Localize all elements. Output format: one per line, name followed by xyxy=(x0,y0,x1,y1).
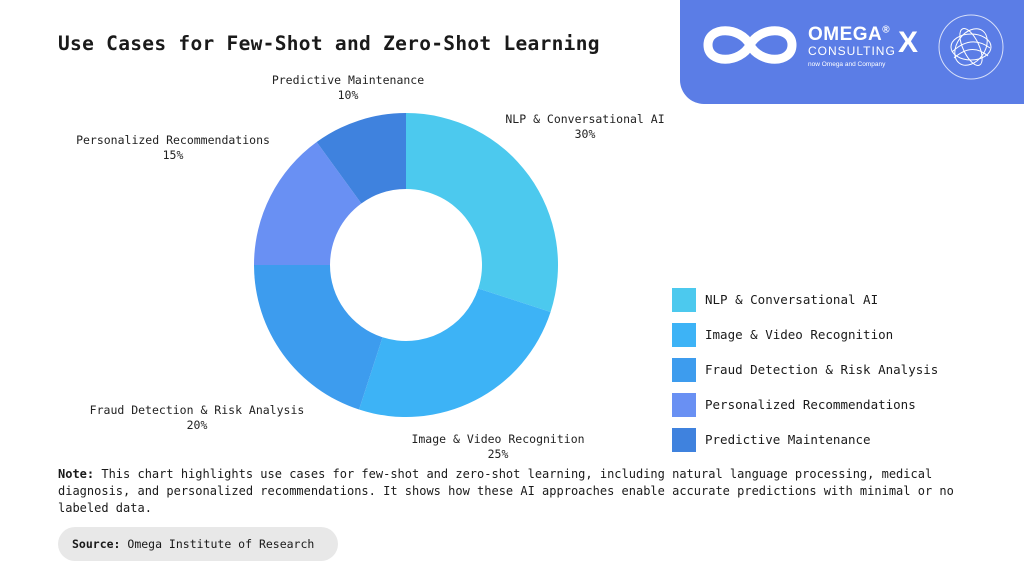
legend-swatch xyxy=(672,358,696,382)
legend-label: Predictive Maintenance xyxy=(705,432,871,447)
slice-label-1: NLP & Conversational AI xyxy=(505,112,664,126)
legend-swatch xyxy=(672,323,696,347)
company-tagline: now Omega and Company xyxy=(808,61,886,68)
infinity-logo-icon xyxy=(703,26,797,64)
source-text: Omega Institute of Research xyxy=(120,537,315,551)
donut-slice-3 xyxy=(254,265,383,410)
brand-separator: X xyxy=(898,26,919,59)
slice-label-5: Predictive Maintenance xyxy=(272,73,424,87)
donut-slice-1 xyxy=(406,113,558,312)
company-subtitle: CONSULTING xyxy=(808,44,896,58)
slice-value-2: 25% xyxy=(488,447,509,461)
slice-value-5: 10% xyxy=(338,88,359,102)
source-pill: Source: Omega Institute of Research xyxy=(58,527,339,561)
donut-slice-2 xyxy=(359,288,551,417)
slice-label-3: Fraud Detection & Risk Analysis xyxy=(90,403,305,417)
wireframe-sphere-logo-icon xyxy=(938,14,1004,80)
chart-note: Note: This chart highlights use cases fo… xyxy=(58,466,978,517)
slice-label-2: Image & Video Recognition xyxy=(411,432,584,446)
brand-panel: OMEGA® CONSULTING now Omega and Company … xyxy=(680,0,1024,104)
slice-value-1: 30% xyxy=(575,127,596,141)
note-text: This chart highlights use cases for few-… xyxy=(58,467,954,515)
legend-label: Personalized Recommendations xyxy=(705,397,916,412)
legend-label: NLP & Conversational AI xyxy=(705,292,879,307)
legend-swatch xyxy=(672,428,696,452)
note-prefix: Note: xyxy=(58,467,95,481)
legend-swatch xyxy=(672,393,696,417)
company-name: OMEGA® xyxy=(808,24,891,45)
legend-label: Image & Video Recognition xyxy=(705,327,894,342)
chart-title: Use Cases for Few-Shot and Zero-Shot Lea… xyxy=(58,32,600,55)
source-prefix: Source: xyxy=(72,537,121,551)
slice-label-4: Personalized Recommendations xyxy=(76,133,270,147)
slice-value-4: 15% xyxy=(163,148,184,162)
legend-swatch xyxy=(672,288,696,312)
donut-slice-4 xyxy=(254,142,362,265)
legend-label: Fraud Detection & Risk Analysis xyxy=(705,362,939,377)
slice-value-3: 20% xyxy=(187,418,208,432)
donut-slice-5 xyxy=(316,113,406,204)
